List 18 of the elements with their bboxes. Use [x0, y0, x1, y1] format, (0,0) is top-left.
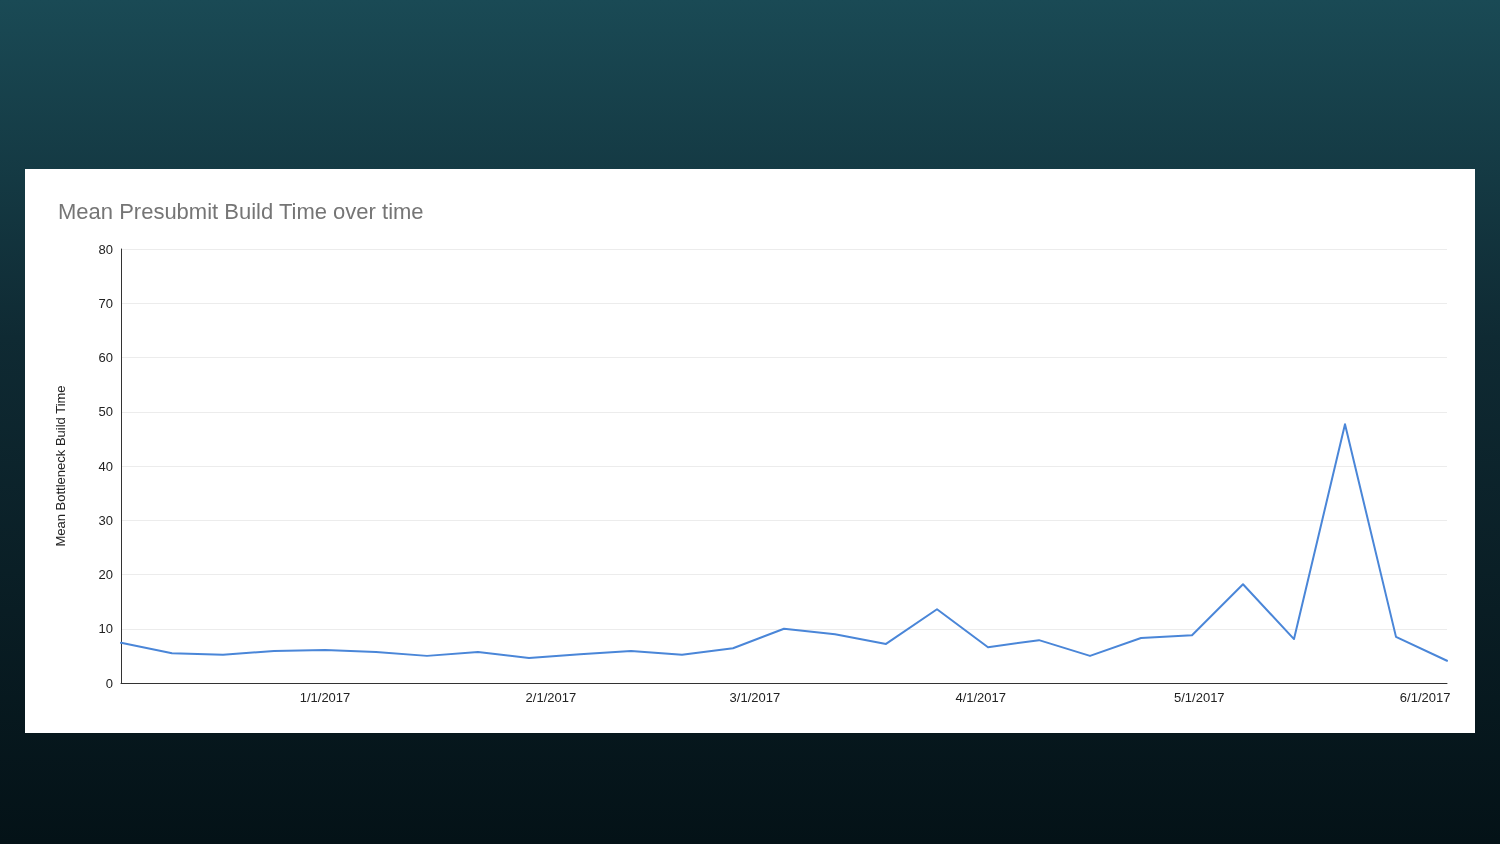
y-tick-label: 20 — [98, 567, 113, 582]
y-tick-label: 80 — [98, 241, 113, 257]
x-tick-label: 3/1/2017 — [729, 690, 781, 705]
x-tick-label: 6/1/2017 — [1399, 690, 1451, 705]
y-tick-label: 0 — [105, 675, 113, 691]
y-tick-label: 40 — [98, 458, 113, 474]
line-series — [120, 423, 1448, 662]
x-tick-label: 2/1/2017 — [525, 690, 577, 705]
y-tick-label: 70 — [98, 295, 113, 311]
y-axis-title: Mean Bottleneck Build Time — [53, 385, 68, 547]
x-tick-label: 1/1/2017 — [299, 690, 351, 705]
y-tick-label: 60 — [98, 350, 113, 365]
y-tick-label: 30 — [98, 512, 113, 528]
y-tick-label: 50 — [98, 404, 113, 420]
y-tick-label: 10 — [98, 621, 113, 637]
x-tick-label: 4/1/2017 — [955, 690, 1007, 705]
chart-title: Mean Presubmit Build Time over time — [58, 198, 424, 224]
x-tick-label: 5/1/2017 — [1173, 690, 1225, 705]
